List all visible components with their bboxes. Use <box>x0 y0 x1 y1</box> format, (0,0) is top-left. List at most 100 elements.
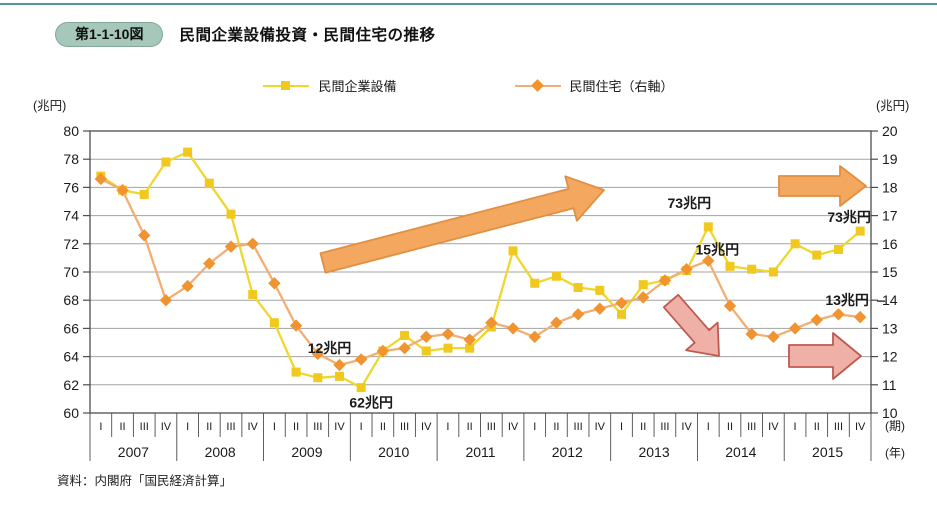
svg-text:2014: 2014 <box>725 444 756 460</box>
svg-text:I: I <box>533 421 536 433</box>
source-note: 資料：内閣府「国民経済計算」 <box>57 474 233 488</box>
data-point-marker <box>313 373 323 383</box>
svg-text:IV: IV <box>508 421 519 433</box>
data-point-marker <box>204 178 214 188</box>
svg-text:14: 14 <box>882 292 898 308</box>
data-point-marker <box>356 383 366 393</box>
data-point-marker <box>703 222 713 232</box>
data-point-marker <box>224 240 238 253</box>
svg-text:II: II <box>553 421 559 433</box>
svg-text:I: I <box>707 421 710 433</box>
data-point-marker <box>443 343 453 353</box>
series-housing <box>94 172 867 372</box>
data-point-marker <box>203 257 216 270</box>
data-point-marker <box>745 327 758 341</box>
data-point-marker <box>506 322 520 335</box>
data-point-marker <box>637 291 650 304</box>
downtrend-right-arrow <box>788 332 862 380</box>
figure-header: 第1-1-10図 民間企業設備投資・民間住宅の推移 <box>55 22 435 47</box>
data-point-marker <box>376 344 390 358</box>
data-point-marker <box>725 261 735 271</box>
svg-text:2015: 2015 <box>812 444 843 460</box>
data-point-marker <box>463 333 476 346</box>
data-point-marker <box>333 358 346 372</box>
svg-text:70: 70 <box>63 264 79 280</box>
svg-text:IV: IV <box>855 421 866 433</box>
svg-text:II: II <box>640 421 646 433</box>
svg-text:2007: 2007 <box>118 444 149 460</box>
data-point-marker <box>810 313 823 327</box>
svg-text:IV: IV <box>161 421 172 433</box>
svg-text:II: II <box>380 421 386 433</box>
data-point-marker <box>269 318 279 328</box>
svg-text:IV: IV <box>421 421 432 433</box>
value-annotations: 12兆円 62兆円 73兆円 15兆円 73兆円 13兆円 <box>308 195 886 411</box>
svg-text:2008: 2008 <box>205 444 236 460</box>
svg-text:II: II <box>727 421 733 433</box>
capex-series-swatch <box>263 79 310 93</box>
housing-series-swatch <box>514 79 561 93</box>
svg-text:2011: 2011 <box>465 444 495 460</box>
legend-label-capex: 民間企業設備 <box>318 79 397 94</box>
value-annotation: 13兆円 <box>825 292 869 308</box>
svg-text:II: II <box>293 421 299 433</box>
svg-text:(期): (期) <box>885 419 905 433</box>
svg-text:IV: IV <box>768 421 779 433</box>
svg-text:(年): (年) <box>885 446 905 460</box>
figure-number-badge: 第1-1-10図 <box>55 22 164 47</box>
series-capex <box>96 147 865 393</box>
data-point-marker <box>334 371 344 381</box>
data-point-marker <box>767 330 780 344</box>
data-point-marker <box>268 277 281 290</box>
svg-text:10: 10 <box>882 405 898 421</box>
data-point-marker <box>291 367 301 377</box>
data-point-marker <box>138 229 151 242</box>
data-point-marker <box>420 330 433 344</box>
data-point-marker <box>853 310 867 324</box>
svg-text:I: I <box>99 421 102 433</box>
svg-text:12: 12 <box>882 349 898 365</box>
data-point-marker <box>485 316 498 329</box>
svg-text:IV: IV <box>595 421 606 433</box>
svg-text:78: 78 <box>63 151 79 167</box>
svg-text:II: II <box>467 421 473 433</box>
data-point-marker <box>400 330 410 340</box>
data-point-marker <box>550 316 563 329</box>
svg-text:64: 64 <box>63 349 79 365</box>
svg-text:2009: 2009 <box>291 444 322 460</box>
svg-text:I: I <box>360 421 363 433</box>
svg-text:19: 19 <box>882 151 898 167</box>
data-point-marker <box>508 246 518 256</box>
svg-text:IV: IV <box>334 421 345 433</box>
data-point-marker <box>398 341 411 355</box>
svg-text:III: III <box>660 421 669 433</box>
legend-item-housing: 民間住宅（右軸） <box>514 76 674 95</box>
data-point-marker <box>680 262 693 276</box>
svg-text:I: I <box>273 421 276 433</box>
data-point-marker <box>159 294 173 307</box>
svg-text:III: III <box>574 421 583 433</box>
svg-text:(兆円): (兆円) <box>33 99 66 113</box>
data-point-marker <box>248 290 258 300</box>
data-point-marker <box>421 346 431 356</box>
data-point-marker <box>116 184 129 197</box>
svg-text:68: 68 <box>63 292 79 308</box>
svg-text:II: II <box>119 421 125 433</box>
svg-text:IV: IV <box>248 421 259 433</box>
svg-text:III: III <box>834 421 843 433</box>
legend-item-capex: 民間企業設備 <box>263 76 397 95</box>
axis-labels: 80 20 78 19 76 18 74 17 72 16 70 15 68 14 66 13 64 12 62 11… <box>33 99 909 421</box>
data-point-marker <box>788 322 802 335</box>
svg-text:16: 16 <box>882 236 898 252</box>
svg-text:80: 80 <box>63 123 79 139</box>
figure-title: 民間企業設備投資・民間住宅の推移 <box>179 27 436 45</box>
data-point-marker <box>551 271 561 281</box>
data-point-marker <box>441 327 455 341</box>
data-point-marker <box>139 189 149 199</box>
uptrend-right-arrow <box>778 165 867 207</box>
svg-text:2010: 2010 <box>378 444 409 460</box>
svg-text:(兆円): (兆円) <box>876 99 909 113</box>
data-point-marker <box>530 278 540 288</box>
svg-text:62: 62 <box>63 377 79 393</box>
